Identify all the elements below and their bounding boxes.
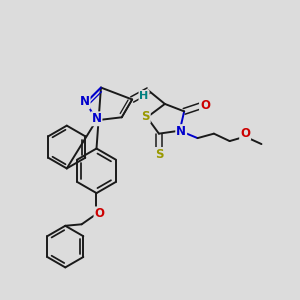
Text: S: S (155, 148, 163, 161)
Text: O: O (240, 127, 250, 140)
Text: H: H (140, 91, 149, 101)
Text: N: N (92, 112, 101, 125)
Text: S: S (141, 110, 150, 123)
Text: O: O (94, 207, 104, 220)
Text: O: O (200, 99, 210, 112)
Text: N: N (80, 95, 90, 108)
Text: N: N (176, 125, 186, 138)
